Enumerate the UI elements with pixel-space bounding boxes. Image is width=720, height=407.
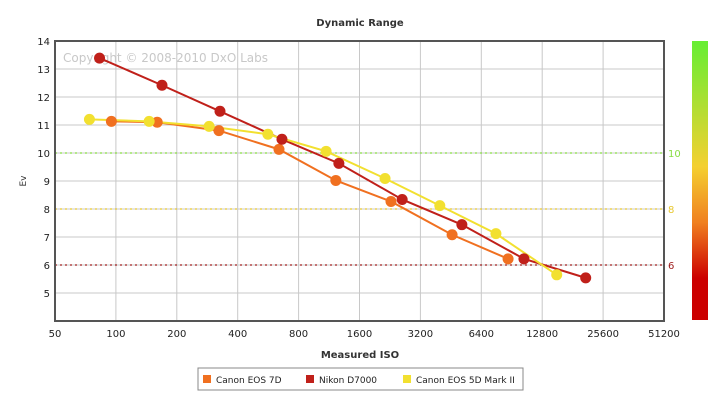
- data-point: [502, 253, 514, 265]
- legend-swatch: [203, 375, 211, 383]
- data-point: [456, 219, 468, 231]
- x-tick-label: 400: [228, 329, 247, 340]
- reference-line-label: 10: [668, 149, 681, 160]
- data-point: [434, 200, 446, 212]
- watermark: Copyright © 2008-2010 DxO Labs: [63, 51, 268, 65]
- data-point: [151, 116, 163, 128]
- data-point: [580, 272, 592, 284]
- data-point: [276, 133, 288, 145]
- data-point: [143, 115, 155, 127]
- legend-label: Canon EOS 5D Mark II: [416, 376, 515, 386]
- data-point: [213, 125, 225, 137]
- y-tick-label: 10: [37, 149, 50, 160]
- legend: Canon EOS 7D Nikon D7000 Canon EOS 5D Mark…: [197, 367, 524, 391]
- series-line: [89, 118, 558, 276]
- x-tick-label: 51200: [648, 329, 680, 340]
- x-tick-label: 12800: [526, 329, 558, 340]
- data-point: [396, 193, 408, 205]
- data-point: [385, 195, 397, 207]
- data-point: [333, 157, 345, 169]
- x-tick-label: 200: [167, 329, 186, 340]
- data-point: [203, 120, 215, 132]
- data-point: [273, 143, 285, 155]
- reference-line-label: 8: [668, 205, 674, 216]
- chart-title: Dynamic Range: [316, 18, 404, 29]
- y-tick-label: 11: [37, 121, 50, 132]
- y-tick-label: 14: [37, 37, 50, 48]
- legend-label: Nikon D7000: [319, 376, 377, 386]
- data-point: [518, 253, 530, 265]
- data-point: [83, 113, 95, 125]
- plot-frame: [54, 40, 665, 322]
- x-tick-label: 50: [49, 329, 62, 340]
- y-tick-label: 7: [44, 233, 50, 244]
- data-point: [320, 145, 332, 157]
- x-tick-label: 3200: [408, 329, 433, 340]
- reference-line-label: 6: [668, 261, 674, 272]
- x-tick-label: 25600: [587, 329, 619, 340]
- y-tick-label: 8: [44, 205, 50, 216]
- y-tick-label: 5: [44, 289, 50, 300]
- colorbar: [692, 41, 708, 320]
- y-tick-label: 6: [44, 261, 50, 272]
- x-tick-label: 6400: [469, 329, 494, 340]
- legend-swatch: [403, 375, 411, 383]
- data-point: [214, 105, 226, 117]
- data-point: [105, 115, 117, 127]
- data-point: [94, 52, 106, 64]
- data-point: [262, 128, 274, 140]
- data-point: [551, 269, 563, 281]
- legend-label: Canon EOS 7D: [216, 376, 282, 386]
- x-axis-label: Measured ISO: [321, 350, 399, 361]
- y-tick-label: 12: [37, 93, 50, 104]
- x-tick-label: 800: [289, 329, 308, 340]
- data-point: [156, 79, 168, 91]
- data-point: [446, 229, 458, 241]
- data-point: [330, 174, 342, 186]
- data-point: [490, 228, 502, 240]
- y-tick-label: 13: [37, 65, 50, 76]
- y-tick-label: 9: [44, 177, 50, 188]
- data-point: [379, 172, 391, 184]
- legend-swatch: [306, 375, 314, 383]
- y-axis-label: Ev: [19, 175, 29, 187]
- x-tick-label: 100: [106, 329, 125, 340]
- x-tick-label: 1600: [347, 329, 372, 340]
